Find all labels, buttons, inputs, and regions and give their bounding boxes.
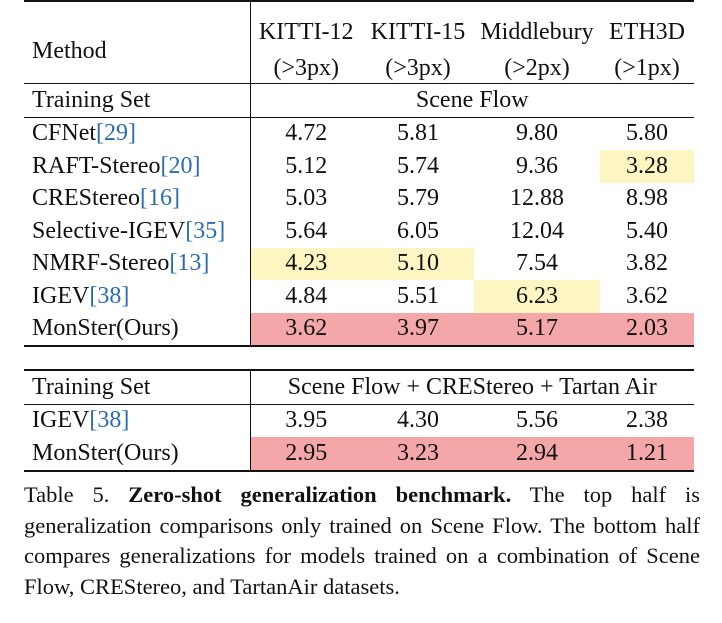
table-row: IGEV[38] 4.84 5.51 6.23 3.62 (24, 280, 694, 313)
table-row: NMRF-Stereo[13] 4.23 5.10 7.54 3.82 (24, 247, 694, 280)
citation-link[interactable]: [16] (140, 185, 180, 212)
value-cell-second-best: 3.28 (600, 150, 694, 183)
training-set-value: Scene Flow (250, 83, 694, 117)
value-cell: 5.12 (285, 152, 328, 179)
value-cell-second-best: 6.23 (474, 280, 600, 313)
citation-link[interactable]: [13] (169, 250, 210, 277)
value-cell-best: 2.03 (600, 312, 694, 347)
method-name: MonSter(Ours) (24, 312, 251, 347)
value-cell: 5.81 (362, 116, 474, 150)
section-gap (24, 346, 694, 370)
value-cell: 6.05 (397, 217, 439, 244)
method-name: Selective-IGEV[35] (24, 215, 251, 248)
method-name: MonSter(Ours) (24, 437, 251, 472)
column-metric: (>1px) (614, 54, 680, 81)
table-row: CFNet[29] 4.72 5.81 9.80 5.80 (24, 116, 694, 150)
caption-text: The top half is generalization compariso… (24, 482, 700, 599)
gap-cell (24, 346, 694, 370)
method-header: Method (24, 0, 251, 84)
column-header: ETH3D (600, 0, 694, 53)
citation-link[interactable]: [29] (96, 120, 136, 147)
table-row: RAFT-Stereo[20] 5.12 5.74 9.36 3.28 (24, 150, 694, 183)
method-label: RAFT-Stereo (32, 152, 161, 179)
value-cell: 5.80 (600, 116, 694, 150)
method-name: CFNet[29] (24, 116, 251, 150)
column-metric: (>3px) (385, 54, 451, 81)
table-row: Selective-IGEV[35] 5.64 6.05 12.04 5.40 (24, 215, 694, 248)
column-header: KITTI-15 (362, 0, 474, 53)
value-cell: 5.79 (397, 185, 439, 212)
citation-link[interactable]: [38] (89, 407, 130, 434)
section2-label-row: Training Set Scene Flow + CREStereo + Ta… (24, 369, 694, 404)
training-set-value: Scene Flow + CREStereo + Tartan Air (250, 369, 694, 404)
method-name: IGEV[38] (24, 403, 251, 437)
citation-link[interactable]: [20] (160, 152, 201, 179)
method-name: NMRF-Stereo[13] (24, 247, 251, 280)
value-cell-best: 3.23 (362, 437, 474, 472)
results-table: Method KITTI-12 KITTI-15 Middlebury ETH3… (24, 0, 694, 472)
value-cell: 5.74 (397, 152, 439, 179)
value-cell-best: 2.95 (250, 437, 362, 472)
value-cell-best: 3.97 (362, 312, 474, 347)
caption-title: Zero-shot generalization benchmark. (128, 482, 512, 507)
table-row: IGEV[38] 3.95 4.30 5.56 2.38 (24, 403, 694, 437)
value-cell: 4.72 (250, 116, 362, 150)
column-header: Middlebury (474, 0, 600, 53)
method-label: CFNet (32, 120, 97, 147)
table-row-ours: MonSter(Ours) 2.95 3.23 2.94 1.21 (24, 437, 694, 472)
header-row-metrics: (>3px) (>3px) (>2px) (>1px) (24, 53, 694, 84)
method-label: Selective-IGEV (32, 217, 186, 244)
value-cell: 3.62 (626, 282, 668, 309)
value-cell-best: 1.21 (600, 437, 694, 472)
value-cell: 8.98 (626, 185, 668, 212)
column-header: KITTI-12 (250, 0, 362, 53)
column-metric: (>2px) (504, 54, 570, 81)
value-cell: 9.80 (474, 116, 600, 150)
value-cell: 12.04 (510, 217, 564, 244)
method-label: IGEV (32, 282, 90, 309)
value-cell: 5.03 (285, 185, 328, 212)
training-set-label: Training Set (24, 83, 251, 117)
value-cell: 3.82 (626, 250, 668, 277)
value-cell: 4.30 (362, 403, 474, 437)
value-cell: 5.64 (285, 217, 328, 244)
value-cell-best: 5.17 (474, 312, 600, 347)
section1-label-row: Training Set Scene Flow (24, 83, 694, 117)
citation-link[interactable]: [38] (89, 282, 130, 309)
value-cell: 4.84 (285, 282, 328, 309)
method-name: CREStereo[16] (24, 182, 251, 215)
value-cell: 12.88 (510, 185, 564, 212)
value-cell-second-best: 5.10 (362, 247, 474, 280)
value-cell: 5.56 (474, 403, 600, 437)
header-row-names: Method KITTI-12 KITTI-15 Middlebury ETH3… (24, 0, 694, 84)
value-cell: 5.40 (626, 217, 668, 244)
method-label: NMRF-Stereo (32, 250, 170, 277)
method-name: IGEV[38] (24, 280, 251, 313)
value-cell-best: 2.94 (474, 437, 600, 472)
training-set-label: Training Set (24, 369, 251, 404)
table-caption: Table 5. Zero-shot generalization benchm… (24, 480, 700, 602)
value-cell: 7.54 (516, 250, 558, 277)
value-cell: 5.51 (397, 282, 439, 309)
value-cell-second-best: 4.23 (250, 247, 362, 280)
value-cell: 3.95 (250, 403, 362, 437)
method-name: RAFT-Stereo[20] (24, 150, 251, 183)
method-label: IGEV (32, 407, 90, 434)
table-row: CREStereo[16] 5.03 5.79 12.88 8.98 (24, 182, 694, 215)
citation-link[interactable]: [35] (185, 217, 226, 244)
method-label: CREStereo (32, 185, 140, 212)
value-cell-best: 3.62 (250, 312, 362, 347)
value-cell: 2.38 (600, 403, 694, 437)
column-metric: (>3px) (273, 54, 340, 81)
caption-label: Table 5. (24, 482, 110, 507)
value-cell: 9.36 (516, 152, 558, 179)
table-row-ours: MonSter(Ours) 3.62 3.97 5.17 2.03 (24, 312, 694, 347)
